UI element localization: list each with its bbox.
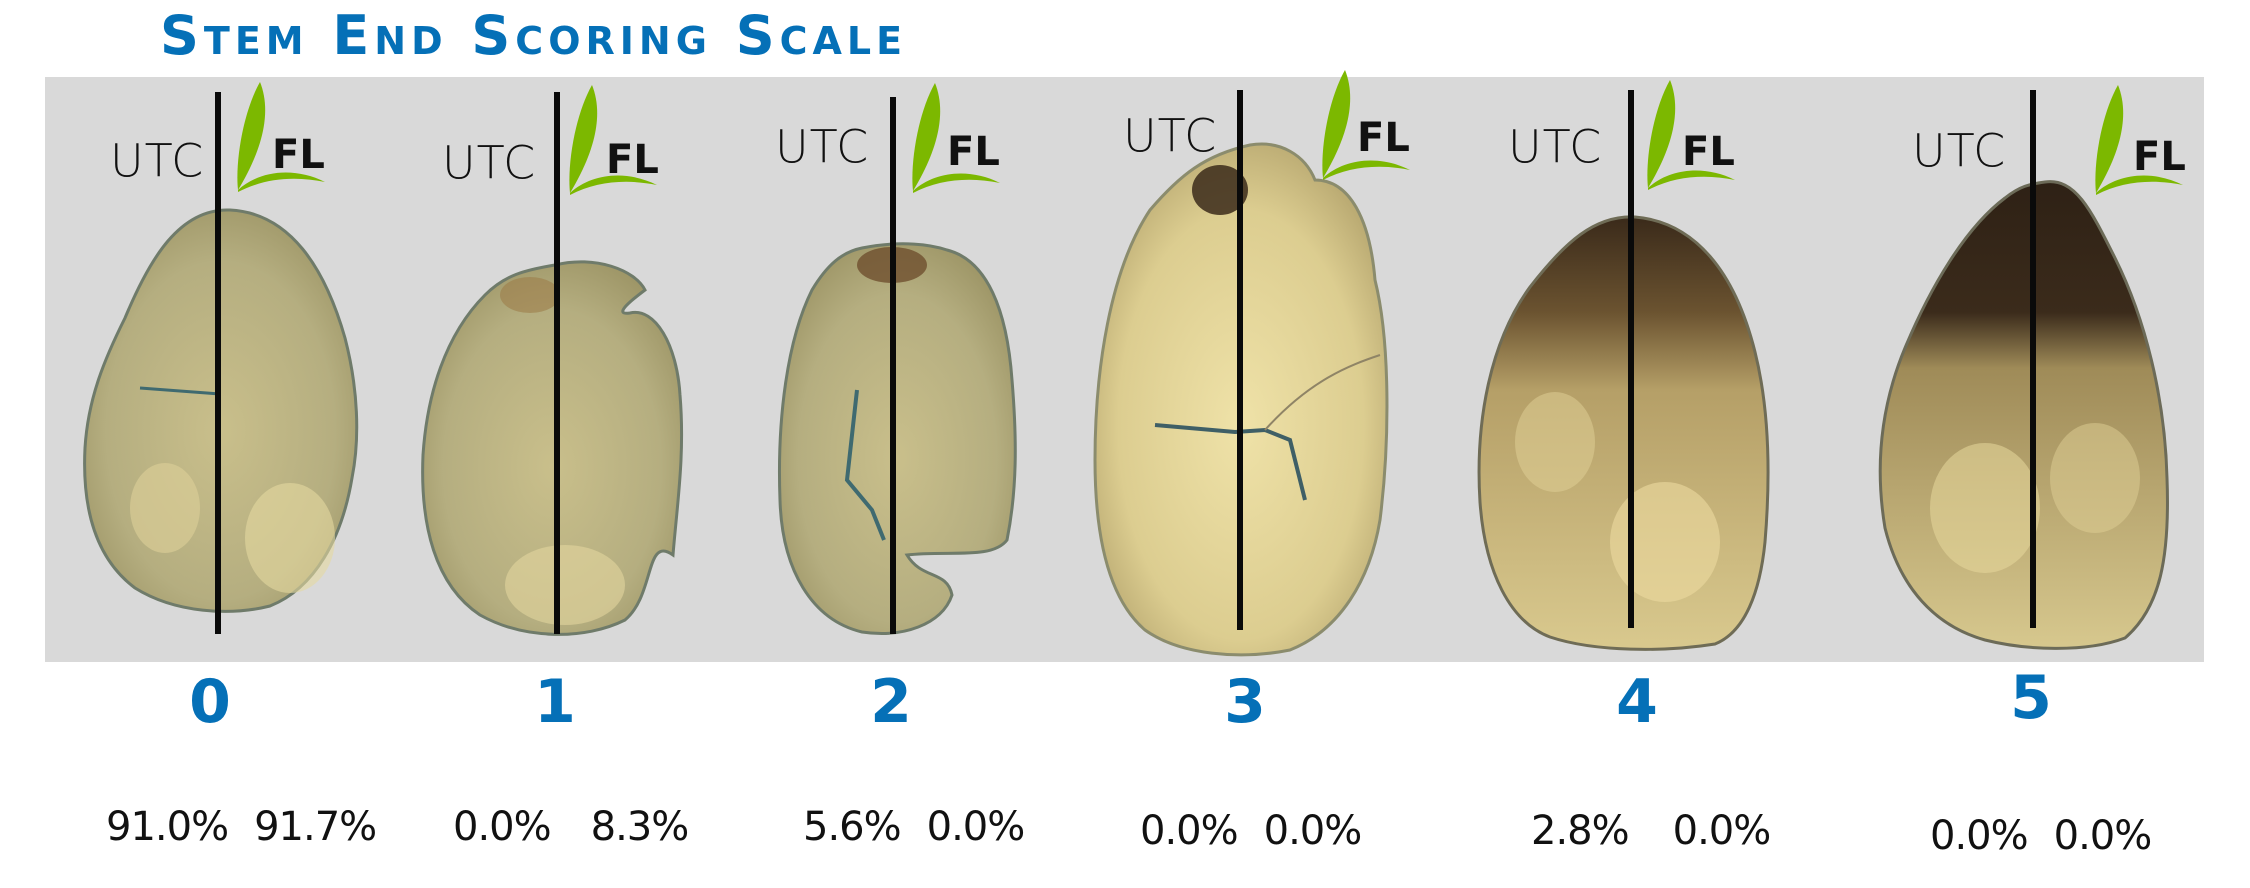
utc-percent: 0.0% [453,804,552,850]
utc-fl-divider [1628,90,1634,628]
potato-slice-5 [1878,180,2169,650]
percent-row: 0.0% 0.0% [1930,813,2153,859]
score-label: 0 [189,667,231,737]
page-title: Stem End Scoring Scale [160,4,908,67]
score-label: 2 [870,667,912,737]
fl-label: FL [1357,115,1410,161]
fl-label: FL [2133,134,2186,180]
fl-label: FL [606,137,659,183]
green-leaf-icon [912,83,1000,193]
utc-percent: 0.0% [1930,813,2029,859]
green-leaf-icon [2095,85,2183,195]
fl-percent: 0.0% [926,804,1026,850]
score-label: 1 [534,667,576,737]
fl-percent: 0.0% [1263,808,1363,854]
score-label: 5 [2010,663,2052,733]
fl-percent: 0.0% [2053,813,2153,859]
percent-row: 0.0% 8.3% [453,804,690,850]
utc-percent: 91.0% [106,804,229,850]
potato-slice-1 [421,260,684,636]
green-leaf-icon [237,82,325,192]
utc-fl-divider [2030,90,2036,628]
utc-label: UTC [1912,124,2007,178]
utc-fl-divider [1237,90,1243,630]
utc-fl-divider [554,92,560,634]
score-label: 3 [1224,667,1266,737]
fl-label: FL [1682,129,1735,175]
fl-percent: 0.0% [1672,808,1772,854]
score-label: 4 [1616,667,1658,737]
green-leaf-icon [1647,80,1735,190]
percent-row: 5.6% 0.0% [803,804,1026,850]
fl-percent: 91.7% [254,804,377,850]
utc-percent: 0.0% [1140,808,1239,854]
potato-slice-3 [1093,142,1389,657]
percent-row: 0.0% 0.0% [1140,808,1363,854]
potato-slice-4 [1477,215,1770,651]
utc-fl-divider [215,92,221,634]
fl-label: FL [947,129,1000,175]
utc-fl-divider [890,97,896,634]
percent-row: 2.8% 0.0% [1531,808,1772,854]
utc-label: UTC [110,134,205,188]
utc-label: UTC [1508,120,1603,174]
utc-percent: 5.6% [803,804,902,850]
fl-percent: 8.3% [590,804,690,850]
green-leaf-icon [569,85,657,195]
utc-percent: 2.8% [1531,808,1630,854]
utc-label: UTC [1123,109,1218,163]
green-leaf-icon [1322,70,1410,180]
utc-label: UTC [775,120,870,174]
percent-row: 91.0% 91.7% [106,804,377,850]
utc-label: UTC [442,136,537,190]
potato-slice-2 [777,242,1017,635]
fl-label: FL [272,132,325,178]
